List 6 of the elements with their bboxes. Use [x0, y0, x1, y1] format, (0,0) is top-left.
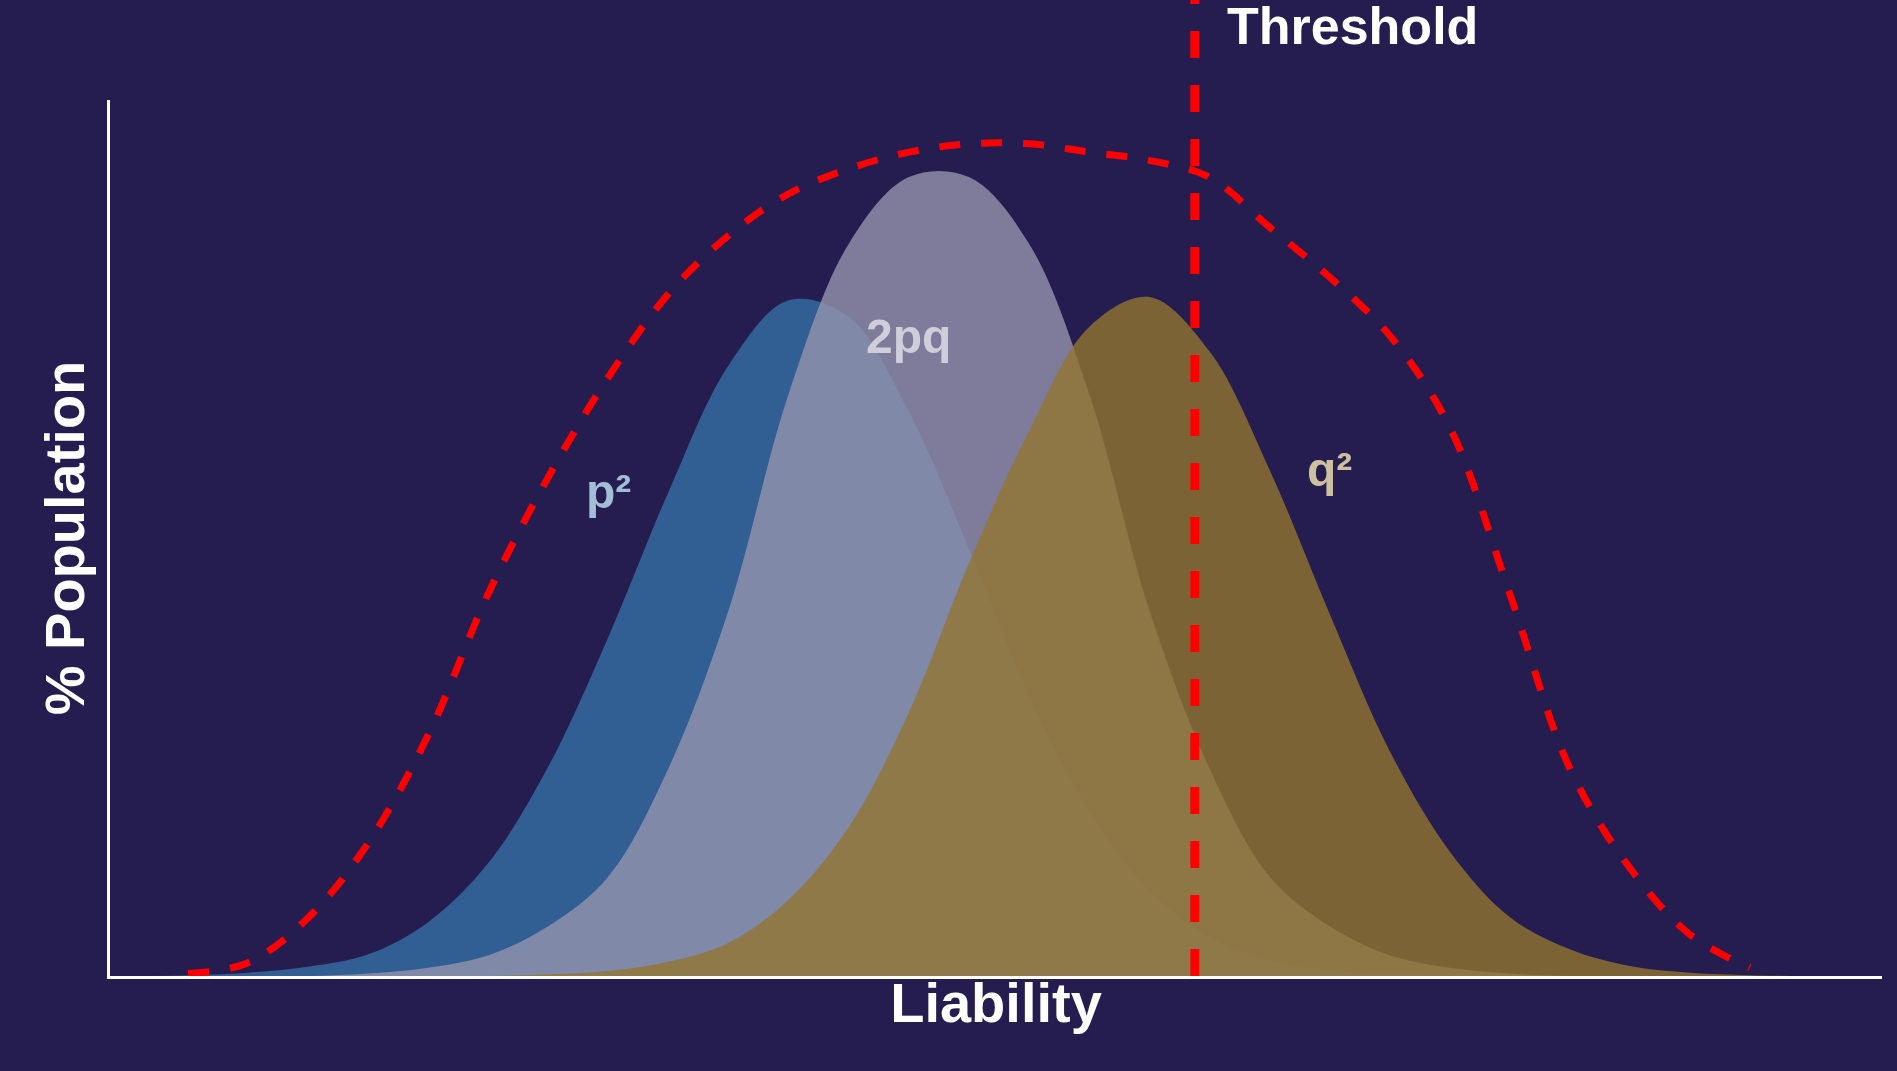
series-label: p² [586, 465, 632, 518]
x-axis-title: Liability [890, 970, 1102, 1034]
y-axis-title: % Population [32, 360, 96, 716]
series-label: q² [1307, 443, 1353, 496]
text: Threshold [1227, 0, 1479, 55]
series-label: 2pq [866, 310, 952, 363]
